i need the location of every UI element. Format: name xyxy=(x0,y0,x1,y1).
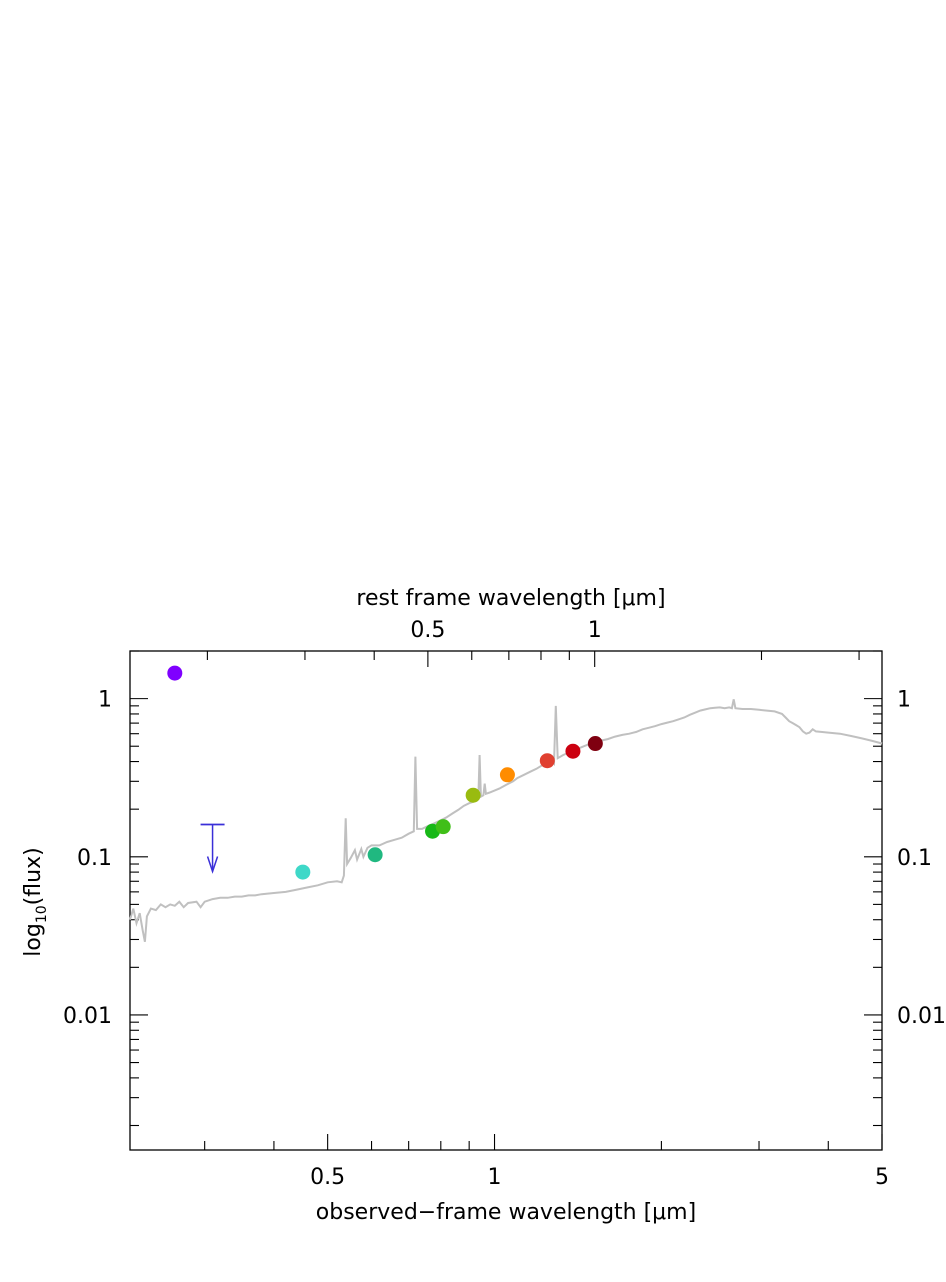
model-spectrum-line xyxy=(129,699,883,942)
y-tick-label-right: 0.1 xyxy=(897,846,932,871)
photometry-point xyxy=(587,736,603,752)
y-tick-label-right: 0.01 xyxy=(897,1004,946,1029)
photometry-point xyxy=(539,753,555,769)
y-tick-label-left: 1 xyxy=(98,688,112,713)
photometry-point xyxy=(367,847,383,863)
y-tick-label-left: 0.1 xyxy=(77,846,112,871)
plot-frame xyxy=(129,650,883,1151)
x-tick-label: 5 xyxy=(875,1165,889,1190)
bottom-axis-label: observed−frame wavelength [μm] xyxy=(316,1200,696,1225)
photometry-point xyxy=(167,665,183,681)
top-x-tick-label: 1 xyxy=(588,618,602,643)
y-tick-label-left: 0.01 xyxy=(63,1004,112,1029)
x-tick-label: 0.5 xyxy=(310,1165,345,1190)
top-x-tick-label: 0.5 xyxy=(410,618,445,643)
photometry-point xyxy=(295,864,311,880)
y-axis-label: log10(flux) xyxy=(21,847,50,956)
upper-limit-marker xyxy=(200,823,225,874)
top-axis-label: rest frame wavelength [μm] xyxy=(356,586,665,611)
photometry-point xyxy=(435,819,451,835)
photometry-point xyxy=(465,787,481,803)
y-tick-label-right: 1 xyxy=(897,688,911,713)
x-tick-label: 1 xyxy=(488,1165,502,1190)
photometry-point xyxy=(565,743,581,759)
photometry-point xyxy=(499,767,515,783)
